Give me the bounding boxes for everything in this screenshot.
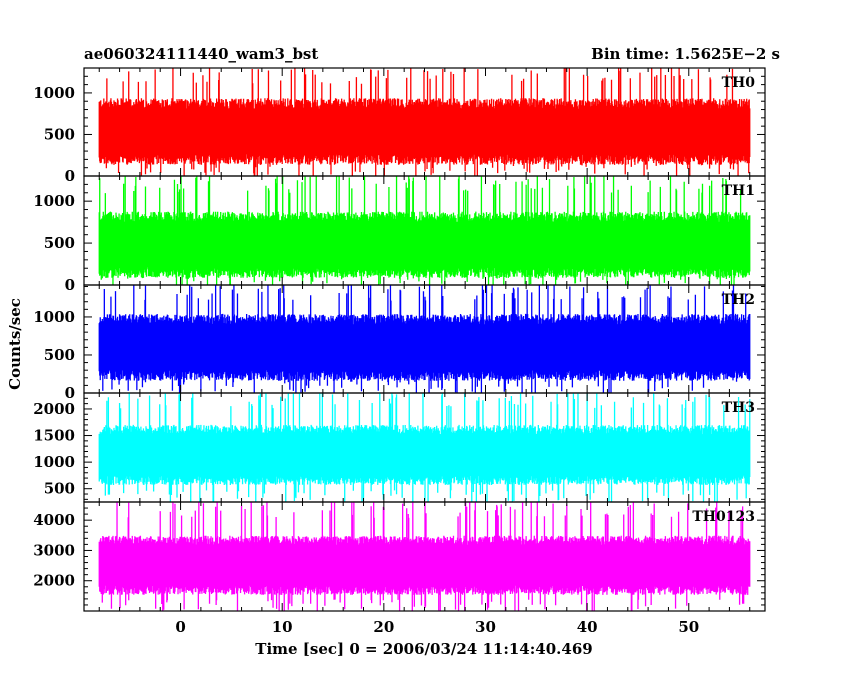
bin-time-label: Bin time: 1.5625E−2 s — [591, 45, 780, 63]
panel-th2-name-label: TH2 — [722, 292, 755, 308]
panel-th0-ytick-label: 500 — [44, 125, 75, 143]
panel-th0123-ytick-label: 3000 — [33, 541, 75, 559]
panel-th0123-ytick-label: 2000 — [33, 572, 75, 590]
panel-th3-ytick-label: 500 — [44, 480, 75, 498]
panel-th0123-name-label: TH0123 — [692, 509, 755, 525]
xtick-label: 10 — [272, 618, 293, 636]
xtick-label: 50 — [678, 618, 699, 636]
panel-th0-name-label: TH0 — [722, 75, 756, 91]
panel-th0123-trace-group — [98, 502, 751, 611]
panel-th1-name-label: TH1 — [722, 183, 755, 199]
figure-title: ae060324111440_wam3_bst — [84, 45, 318, 63]
panel-th2-ytick-label: 500 — [44, 346, 75, 364]
panel-th1-ytick-label: 0 — [65, 276, 75, 294]
panel-th2-ytick-label: 1000 — [33, 308, 75, 326]
panel-th0123-ytick-label: 4000 — [33, 511, 75, 529]
panels-group: 05001000TH005001000TH105001000TH25001000… — [33, 67, 766, 636]
panel-th3-name-label: TH3 — [722, 400, 755, 416]
panel-th0123-trace — [98, 502, 751, 611]
panel-th3-trace — [98, 393, 751, 502]
panel-th0-trace — [98, 68, 751, 176]
panel-th0-ytick-label: 0 — [65, 167, 75, 185]
panel-th1-trace — [98, 176, 751, 285]
panel-th2-ytick-label: 0 — [65, 384, 75, 402]
xtick-label: 20 — [373, 618, 394, 636]
panel-th1-ytick-label: 500 — [44, 234, 75, 252]
xtick-label: 0 — [175, 618, 185, 636]
panel-th0-trace-group — [98, 68, 751, 176]
y-axis-label: Counts/sec — [6, 298, 24, 390]
panel-th1-ytick-label: 1000 — [33, 192, 75, 210]
panel-th3-trace-group — [98, 393, 751, 502]
panel-th0-ytick-label: 1000 — [33, 84, 75, 102]
panel-th3-ytick-label: 1500 — [33, 427, 75, 445]
xtick-label: 40 — [577, 618, 598, 636]
panel-th2-trace — [98, 285, 751, 393]
panel-th2-trace-group — [98, 285, 751, 393]
panel-th1-trace-group — [98, 176, 751, 285]
x-axis-label: Time [sec] 0 = 2006/03/24 11:14:40.469 — [255, 640, 592, 658]
panel-th3-ytick-label: 2000 — [33, 400, 75, 418]
panel-th3-ytick-label: 1000 — [33, 453, 75, 471]
xtick-label: 30 — [475, 618, 496, 636]
